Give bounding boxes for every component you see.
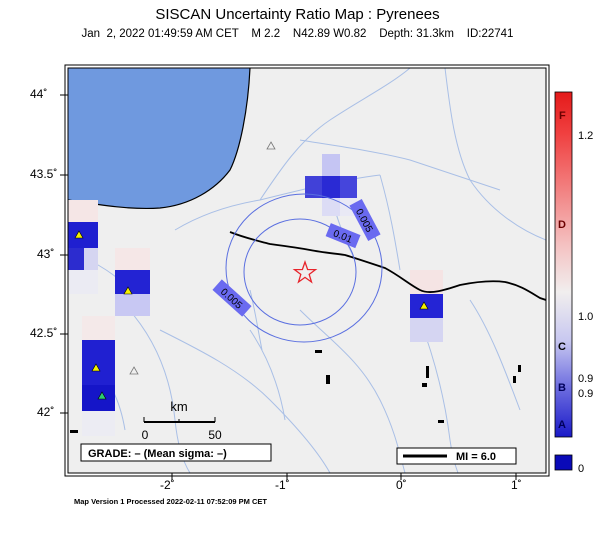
event-info: Jan 2, 2022 01:49:59 AM CET M 2.2 N42.89… (81, 28, 514, 40)
colorbar (554, 91, 573, 471)
lon-label: -2˚ (160, 478, 175, 492)
colorbar-letter: F (559, 110, 566, 122)
grade-box: GRADE: – (Mean sigma: –) (80, 443, 272, 462)
contour-lines (225, 193, 383, 343)
mi-legend: MI = 6.0 (396, 447, 517, 465)
colorbar-value: 1.0 (578, 311, 594, 323)
lakes (70, 350, 521, 433)
uncertainty-cells (68, 154, 443, 436)
map-title: SISCAN Uncertainty Ratio Map : Pyrenees (155, 6, 440, 23)
station-triangle-icon (91, 363, 101, 372)
colorbar-value: 0.9 (578, 388, 594, 400)
sea-area (68, 68, 250, 209)
epicenter-star-icon (292, 260, 318, 284)
lon-label: -1˚ (275, 478, 290, 492)
colorbar-letter: B (558, 382, 566, 394)
station-triangle-icon (74, 230, 84, 239)
colorbar-value: 0.9 (578, 373, 594, 385)
lat-label: 42.5˚ (30, 326, 58, 340)
colorbar-letter: D (558, 219, 566, 231)
scale-bar: km 0 50 (142, 399, 222, 442)
scale-unit: km (170, 399, 187, 414)
lat-label: 43˚ (37, 247, 55, 261)
station-triangle-icon (97, 391, 107, 400)
colorbar-value: 1.2 (578, 130, 594, 142)
station-triangle-icon (123, 286, 133, 295)
station-triangle-icon (129, 366, 139, 375)
station-triangle-icon (266, 141, 276, 150)
processing-footer: Map Version 1 Processed 2022-02-11 07:52… (74, 497, 268, 506)
colorbar-letter: A (558, 419, 566, 431)
lon-label: 0˚ (396, 478, 407, 492)
stations (74, 141, 429, 400)
scale-max: 50 (208, 428, 222, 442)
coastline (68, 68, 251, 210)
svg-text:MI = 6.0: MI = 6.0 (456, 451, 496, 463)
lat-label: 43.5˚ (30, 167, 58, 181)
svg-text:GRADE: – (Mean sigma: –): GRADE: – (Mean sigma: –) (88, 448, 227, 460)
map-frame-outer (64, 64, 550, 477)
lon-label: 1˚ (511, 478, 522, 492)
colorbar-value: 0 (578, 463, 585, 475)
border-line (229, 231, 546, 301)
map-frame (67, 67, 547, 474)
scale-min: 0 (142, 428, 149, 442)
lat-label: 44˚ (30, 87, 48, 101)
colorbar-letter: C (558, 341, 566, 353)
frame-ticks (60, 94, 517, 480)
station-triangle-icon (419, 301, 429, 310)
lat-label: 42˚ (37, 405, 55, 419)
